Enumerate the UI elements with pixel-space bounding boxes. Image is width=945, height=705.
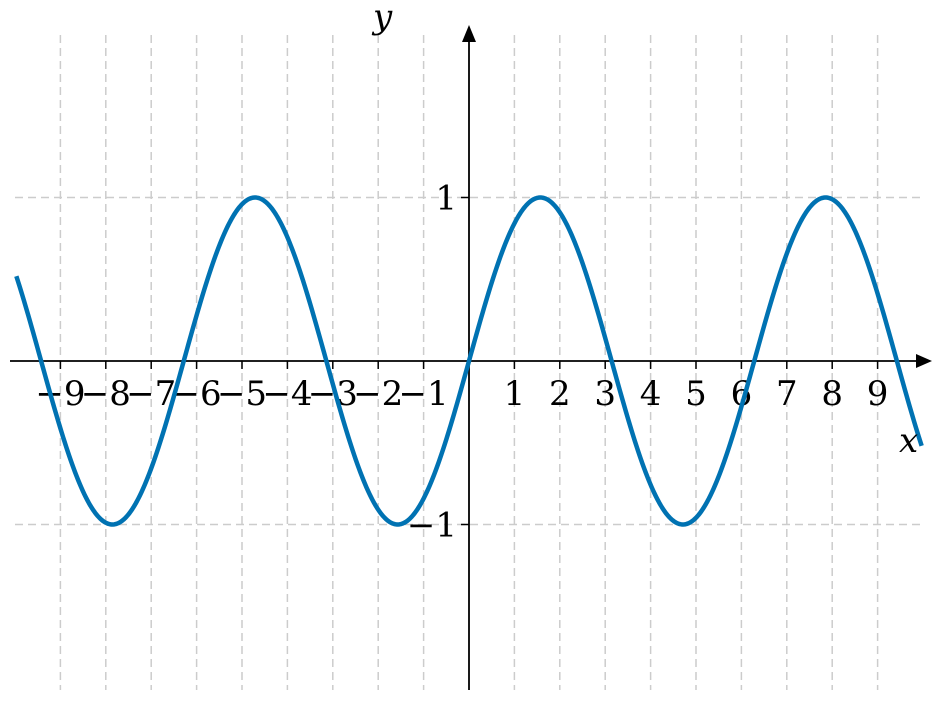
x-tick-label: 1 — [504, 374, 526, 414]
x-tick-label: −1 — [399, 374, 449, 414]
x-tick-label: −5 — [217, 374, 267, 414]
x-tick-label: −2 — [353, 374, 403, 414]
x-tick-label: 5 — [685, 374, 707, 414]
y-tick-label: 1 — [435, 179, 457, 219]
x-tick-label: 3 — [594, 374, 616, 414]
x-tick-label: 2 — [549, 374, 571, 414]
series-line-sin — [14, 195, 924, 527]
x-tick-label: −9 — [35, 374, 85, 414]
x-tick-label: 9 — [867, 374, 889, 414]
tick-labels: −9−8−7−6−5−4−3−2−1 1 2 3 4 5 6 7 8 9−11 — [35, 179, 888, 546]
x-axis-label: x — [899, 421, 918, 461]
ticks — [59, 196, 879, 526]
x-tick-label: −7 — [126, 374, 176, 414]
x-tick-label: −8 — [81, 374, 131, 414]
y-axis-arrow — [462, 25, 476, 42]
x-tick-label: 7 — [776, 374, 798, 414]
x-axis-arrow — [916, 354, 932, 368]
x-tick-label: −4 — [262, 374, 312, 414]
x-tick-label: 8 — [821, 374, 843, 414]
y-axis-label: y — [371, 0, 393, 37]
x-tick-label: 4 — [640, 374, 662, 414]
